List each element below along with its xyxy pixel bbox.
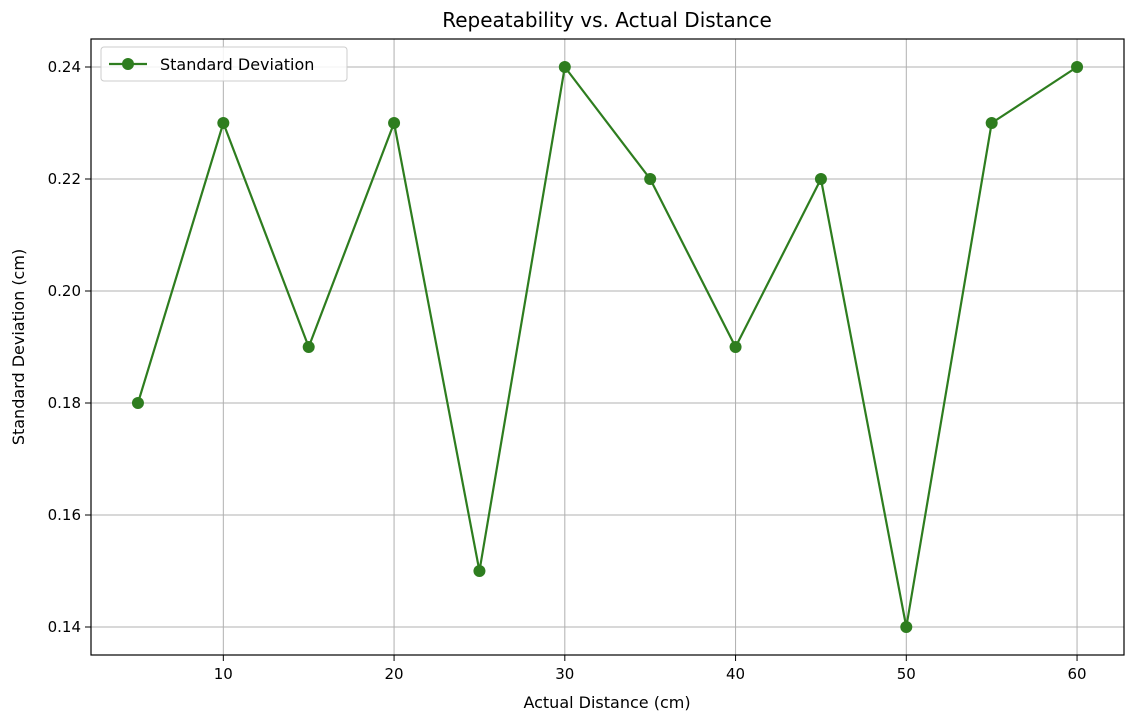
series-line (136, 65, 1078, 629)
data-point (644, 173, 657, 185)
x-tick-label: 10 (214, 665, 233, 683)
data-point (302, 341, 315, 353)
y-tick-label: 0.14 (48, 618, 81, 636)
data-point (985, 117, 998, 129)
legend-label: Standard Deviation (160, 55, 314, 74)
data-point (558, 61, 571, 73)
data-point (814, 173, 827, 185)
legend-marker (122, 58, 134, 70)
chart-title: Repeatability vs. Actual Distance (442, 8, 772, 32)
legend: Standard Deviation (100, 46, 348, 82)
y-tick-label: 0.24 (48, 58, 81, 76)
data-point (1071, 61, 1084, 73)
y-tick-label: 0.16 (48, 506, 81, 524)
x-tick-label: 60 (1067, 665, 1086, 683)
x-tick-label: 20 (385, 665, 404, 683)
plot-area-frame (90, 38, 1125, 656)
data-point (900, 621, 913, 633)
x-axis-ticks: 10 20 30 40 50 60 (214, 655, 1087, 683)
y-tick-label: 0.22 (48, 170, 81, 188)
x-tick-label: 30 (555, 665, 574, 683)
data-point (131, 397, 144, 409)
data-point (388, 117, 401, 129)
x-tick-label: 50 (897, 665, 916, 683)
y-tick-label: 0.18 (48, 394, 81, 412)
y-axis-label: Standard Deviation (cm) (9, 249, 28, 445)
data-point (217, 117, 230, 129)
x-tick-label: 40 (726, 665, 745, 683)
y-axis-ticks: 0.14 0.16 0.18 0.20 0.22 0.24 (48, 58, 91, 636)
data-point (473, 565, 486, 577)
y-tick-label: 0.20 (48, 282, 81, 300)
data-point (729, 341, 742, 353)
grid (91, 39, 1124, 655)
x-axis-label: Actual Distance (cm) (523, 693, 690, 712)
legend-box (100, 46, 348, 82)
series-layer (131, 61, 1084, 633)
